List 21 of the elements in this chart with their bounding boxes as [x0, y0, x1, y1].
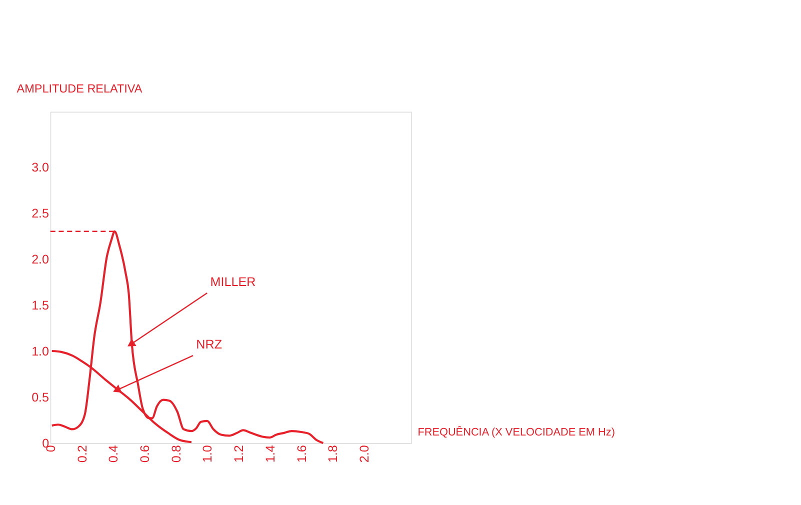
x-tick-label: 0.6	[138, 445, 152, 463]
y-tick-label: 3.0	[32, 160, 50, 175]
y-tick-label: 1.0	[32, 344, 50, 359]
x-tick-label: 1.4	[263, 445, 278, 463]
y-tick-label: 1.5	[32, 298, 50, 313]
y-tick-label: 0.5	[32, 390, 50, 405]
x-tick-label: 1.0	[200, 445, 215, 463]
x-tick-label: 2.0	[358, 445, 372, 463]
x-tick-label: 1.8	[326, 445, 340, 463]
line-series	[50, 230, 324, 444]
x-tick-label: 0.8	[169, 445, 184, 463]
x-tick-label: 1.6	[294, 445, 309, 463]
y-tick-label: 2.5	[32, 206, 50, 221]
text: NRZ	[196, 337, 222, 352]
x-tick-label: 1.2	[232, 445, 246, 463]
x-tick-label: 0.2	[75, 445, 90, 463]
y-tick-label: 2.0	[32, 252, 50, 267]
x-axis-title: FREQUÊNCIA (X VELOCIDADE EM Hz)	[418, 425, 615, 438]
x-tick-label: 0.4	[106, 445, 121, 463]
text: MILLER	[210, 274, 256, 289]
y-axis-title: AMPLITUDE RELATIVA	[16, 82, 142, 96]
